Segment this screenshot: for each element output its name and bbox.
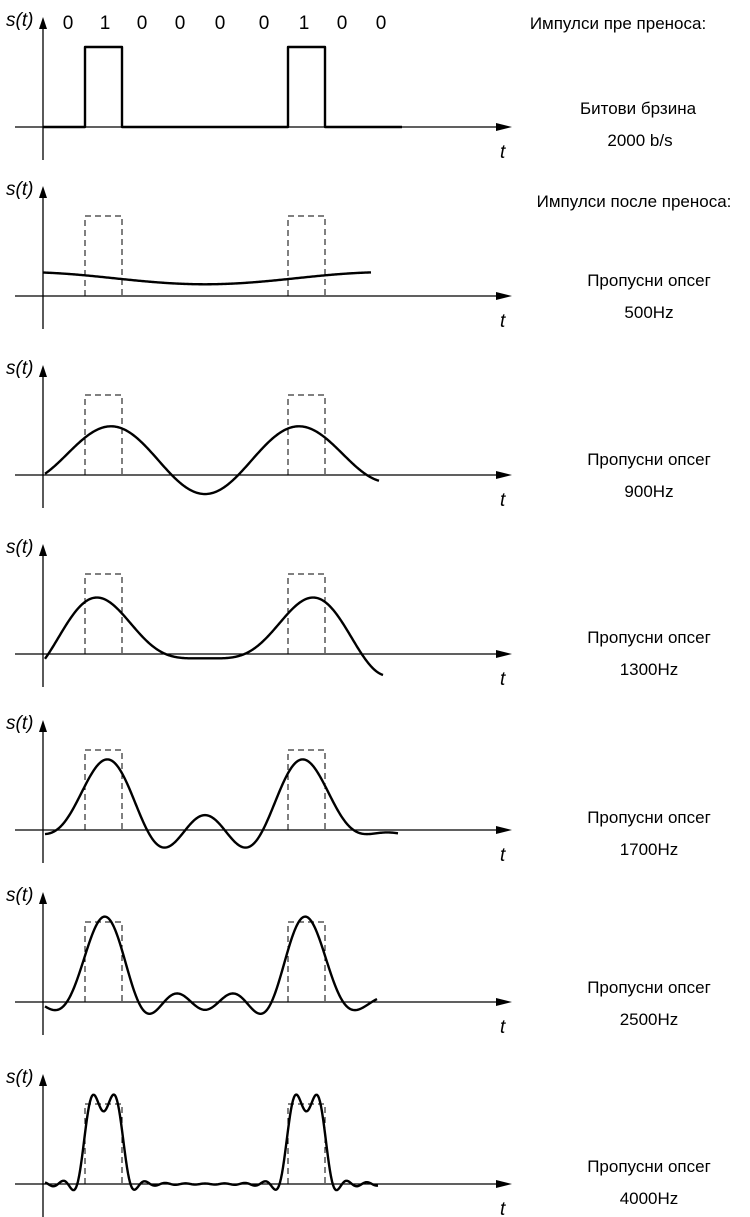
reference-pulse [287,921,326,1002]
bandwidth-value: 1300Hz [620,660,679,679]
y-axis-label: s(t) [6,358,33,379]
digital-signal [43,45,402,129]
bandwidth-value: 900Hz [624,482,673,501]
reference-pulse [84,394,123,475]
filtered-signal [44,596,384,677]
x-axis-label: t [500,845,506,866]
reference-pulse [84,749,123,830]
y-axis-label: s(t) [6,713,33,734]
bandwidth-value: 2500Hz [620,1010,679,1029]
waveform-panel: s(t) t [6,885,512,1038]
bit-label: 0 [175,13,186,34]
reference-pulse [287,394,326,475]
reference-pulse [287,1103,326,1184]
bandwidth-caption: Пропусни опсег [587,808,711,827]
waveform-panel: s(t) t [6,537,512,690]
x-axis-arrow-icon [496,471,512,479]
reference-pulse [84,573,123,654]
bandwidth-value: 1700Hz [620,840,679,859]
y-axis-arrow-icon [39,720,47,732]
waveform-panel: s(t) t [6,1067,512,1217]
x-axis-arrow-icon [496,123,512,131]
header-after-label: Импулси после преноса: [537,192,732,211]
x-axis-label: t [500,490,506,511]
waveform-panel: s(t) t [6,358,512,511]
x-axis-label: t [500,311,506,332]
bandwidth-caption: Пропусни опсег [587,271,711,290]
bandwidth-caption: Пропусни опсег [587,978,711,997]
bit-label: 0 [137,13,148,34]
y-axis-arrow-icon [39,17,47,29]
bit-label: 0 [259,13,270,34]
x-axis-label: t [500,1199,506,1217]
y-axis-arrow-icon [39,186,47,198]
reference-pulse [84,1103,123,1184]
bit-label: 0 [63,13,74,34]
x-axis-label: t [500,669,506,690]
y-axis-label: s(t) [6,179,33,200]
waveform-panel: s(t) t [6,179,512,332]
y-axis-arrow-icon [39,365,47,377]
filtered-signal [42,271,372,286]
y-axis-label: s(t) [6,10,33,31]
waveform-panel: s(t) t [6,10,512,163]
right-labels: Импулси пре преноса: Битови брзина 2000 … [530,14,732,1208]
waveform-panels: s(t) t s(t) t s(t) t s(t) t s(t) t s(t) t s(t) t [6,10,512,1217]
filtered-signal [44,1093,379,1192]
y-axis-arrow-icon [39,544,47,556]
x-axis-arrow-icon [496,1180,512,1188]
reference-pulse [287,573,326,654]
bit-label: 1 [100,13,111,34]
bandwidth-value: 500Hz [624,303,673,322]
reference-pulse [287,215,326,296]
reference-pulse [84,921,123,1002]
x-axis-label: t [500,1017,506,1038]
x-axis-arrow-icon [496,826,512,834]
y-axis-arrow-icon [39,892,47,904]
bit-label: 0 [215,13,226,34]
y-axis-label: s(t) [6,885,33,906]
header-before-label: Импулси пре преноса: [530,14,706,33]
waveform-panel: s(t) t [6,713,512,866]
bit-labels: 0 1 0 0 0 0 1 0 0 [63,13,387,34]
filtered-signal [44,758,399,849]
y-axis-label: s(t) [6,1067,33,1088]
bit-label: 0 [376,13,387,34]
bit-label: 1 [299,13,310,34]
bandwidth-caption: Пропусни опсег [587,450,711,469]
x-axis-label: t [500,142,506,163]
x-axis-arrow-icon [496,998,512,1006]
filtered-signal [44,425,380,496]
bit-label: 0 [337,13,348,34]
reference-pulse [84,215,123,296]
y-axis-label: s(t) [6,537,33,558]
x-axis-arrow-icon [496,292,512,300]
reference-pulse [287,749,326,830]
y-axis-arrow-icon [39,1074,47,1086]
bandwidth-caption: Пропусни опсег [587,628,711,647]
bandwidth-value: 4000Hz [620,1189,679,1208]
bitrate-label: Битови брзина [580,99,697,118]
bitrate-value: 2000 b/s [607,131,672,150]
bandwidth-caption: Пропусни опсег [587,1157,711,1176]
filtered-signal [44,915,378,1015]
x-axis-arrow-icon [496,650,512,658]
